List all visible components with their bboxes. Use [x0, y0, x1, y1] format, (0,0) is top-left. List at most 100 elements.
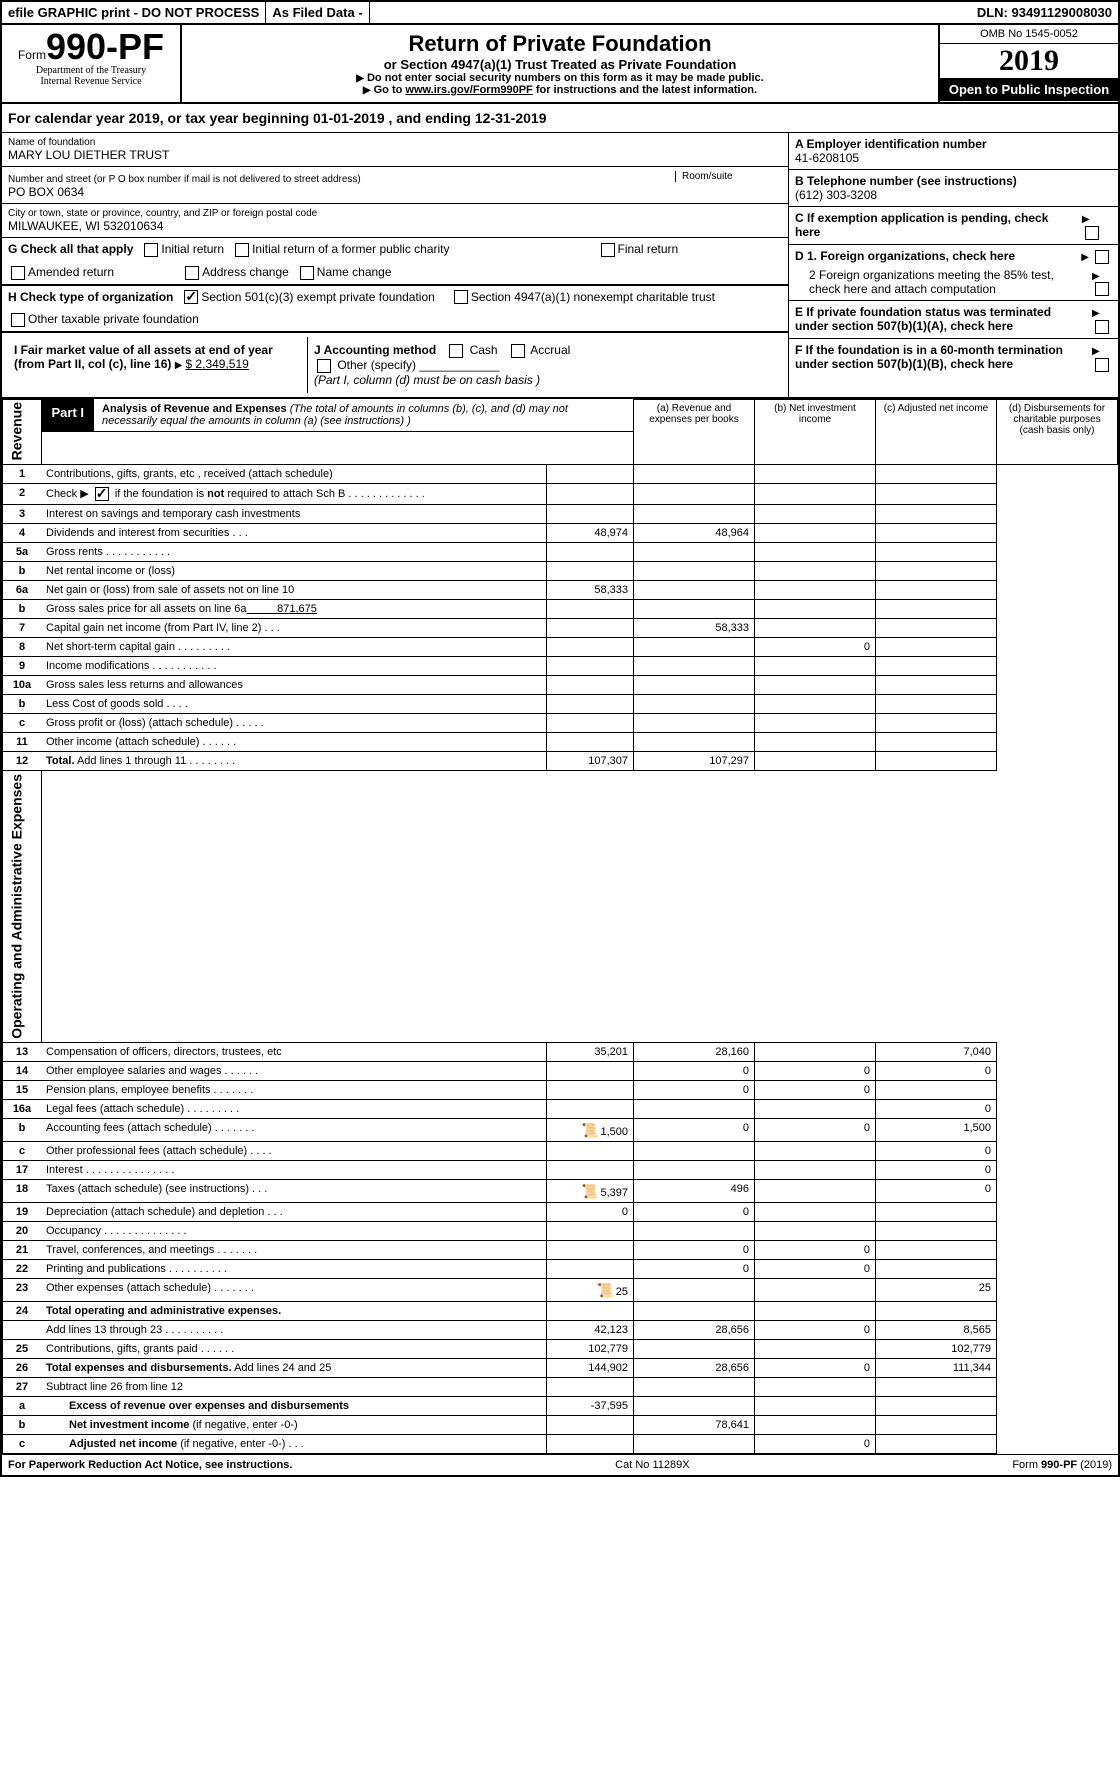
col-a-value: 📜 1,500 — [546, 1119, 633, 1142]
table-row: 10a Gross sales less returns and allowan… — [3, 676, 1118, 695]
line-description: Accounting fees (attach schedule) . . . … — [41, 1119, 546, 1142]
table-row: 26 Total expenses and disbursements. Add… — [3, 1359, 1118, 1378]
col-d-value: 102,779 — [876, 1340, 997, 1359]
line-description: Depreciation (attach schedule) and deple… — [41, 1203, 546, 1222]
line-number: 3 — [3, 505, 42, 524]
checkbox-cash[interactable] — [449, 344, 463, 358]
phone-value: (612) 303-3208 — [795, 188, 1112, 202]
checkbox-f[interactable] — [1095, 358, 1109, 372]
col-a-value — [546, 1260, 633, 1279]
checkbox-501c3[interactable] — [184, 290, 198, 304]
main-title: Return of Private Foundation — [188, 31, 932, 57]
line-number: b — [3, 695, 42, 714]
part1-title: Analysis of Revenue and Expenses — [102, 403, 287, 415]
col-d-value: 8,565 — [876, 1321, 997, 1340]
arrow-icon — [1092, 345, 1103, 357]
table-row: b Accounting fees (attach schedule) . . … — [3, 1119, 1118, 1142]
checkbox-name[interactable] — [300, 266, 314, 280]
table-row: b Less Cost of goods sold . . . . — [3, 695, 1118, 714]
col-c-value — [755, 505, 876, 524]
col-a-value: 48,974 — [546, 524, 633, 543]
col-a-value — [546, 543, 633, 562]
col-d-value — [876, 600, 997, 619]
footer: For Paperwork Reduction Act Notice, see … — [2, 1454, 1118, 1475]
line-number: c — [3, 714, 42, 733]
col-a-value: 0 — [546, 1203, 633, 1222]
col-b-value — [634, 638, 755, 657]
col-c-value — [755, 1378, 876, 1397]
col-b-value: 78,641 — [634, 1416, 755, 1435]
checkbox-e[interactable] — [1095, 320, 1109, 334]
col-c-value — [755, 1142, 876, 1161]
col-c-value — [755, 581, 876, 600]
table-row: 4 Dividends and interest from securities… — [3, 524, 1118, 543]
attachment-icon[interactable]: 📜 — [597, 1282, 613, 1296]
checkbox-d2[interactable] — [1095, 282, 1109, 296]
checkbox-d1[interactable] — [1095, 250, 1109, 264]
checkbox-amended[interactable] — [11, 266, 25, 280]
table-row: b Net rental income or (loss) — [3, 562, 1118, 581]
col-c-value — [755, 1203, 876, 1222]
col-d-header: (d) Disbursements for charitable purpose… — [997, 399, 1118, 464]
col-d-value: 25 — [876, 1279, 997, 1302]
col-b-value — [634, 1302, 755, 1321]
arrow-icon — [175, 357, 186, 371]
col-b-value — [634, 695, 755, 714]
year-box: OMB No 1545-0052 2019 Open to Public Ins… — [938, 25, 1118, 102]
checkbox-initial[interactable] — [144, 243, 158, 257]
attachment-icon[interactable]: 📜 — [581, 1183, 597, 1197]
col-d-value — [876, 1222, 997, 1241]
col-c-value — [755, 1180, 876, 1203]
opt-501c3: Section 501(c)(3) exempt private foundat… — [201, 290, 434, 304]
col-b-value — [634, 1222, 755, 1241]
line-description: Occupancy . . . . . . . . . . . . . . — [41, 1222, 546, 1241]
checkbox-initial-former[interactable] — [235, 243, 249, 257]
checkbox-accrual[interactable] — [511, 344, 525, 358]
table-row: c Gross profit or (loss) (attach schedul… — [3, 714, 1118, 733]
arrow-icon — [1081, 251, 1092, 263]
attachment-icon[interactable]: 📜 — [581, 1122, 597, 1136]
checkbox-c[interactable] — [1085, 226, 1099, 240]
opt-final: Final return — [618, 242, 679, 256]
line-number: 24 — [3, 1302, 42, 1321]
section-g: G Check all that apply Initial return In… — [2, 238, 788, 285]
irs-link[interactable]: www.irs.gov/Form990PF — [405, 84, 532, 96]
col-c-value — [755, 1043, 876, 1062]
instruct-2-prefix: Go to — [374, 84, 406, 96]
opt-amended: Amended return — [28, 265, 114, 279]
checkbox-4947[interactable] — [454, 290, 468, 304]
table-row: 14 Other employee salaries and wages . .… — [3, 1062, 1118, 1081]
table-row: 22 Printing and publications . . . . . .… — [3, 1260, 1118, 1279]
open-public-badge: Open to Public Inspection — [940, 78, 1118, 101]
checkbox-final[interactable] — [601, 243, 615, 257]
top-bar: efile GRAPHIC print - DO NOT PROCESS As … — [2, 2, 1118, 25]
line-description: Contributions, gifts, grants paid . . . … — [41, 1340, 546, 1359]
col-a-value — [546, 600, 633, 619]
col-a-value: -37,595 — [546, 1397, 633, 1416]
table-row: 20 Occupancy . . . . . . . . . . . . . . — [3, 1222, 1118, 1241]
opt-address: Address change — [202, 265, 289, 279]
col-a-value — [546, 1100, 633, 1119]
foundation-name: MARY LOU DIETHER TRUST — [8, 148, 782, 162]
line-description: Other employee salaries and wages . . . … — [41, 1062, 546, 1081]
j-cash: Cash — [470, 343, 498, 357]
line-number: a — [3, 1397, 42, 1416]
info-grid: Name of foundation MARY LOU DIETHER TRUS… — [2, 133, 1118, 399]
col-d-value — [876, 638, 997, 657]
checkbox-address[interactable] — [185, 266, 199, 280]
line-description: Pension plans, employee benefits . . . .… — [41, 1081, 546, 1100]
line-description: Other income (attach schedule) . . . . .… — [41, 733, 546, 752]
part1-label: Part I — [42, 399, 95, 431]
col-a-value — [546, 657, 633, 676]
col-c-value: 0 — [755, 1119, 876, 1142]
col-c-value — [755, 752, 876, 771]
col-b-value: 48,964 — [634, 524, 755, 543]
dln-label: DLN: 93491129008030 — [971, 2, 1118, 23]
line-description: Travel, conferences, and meetings . . . … — [41, 1241, 546, 1260]
checkbox-other-method[interactable] — [317, 359, 331, 373]
room-label: Room/suite — [675, 171, 782, 182]
checkbox-other-tax[interactable] — [11, 313, 25, 327]
table-row: Add lines 13 through 23 . . . . . . . . … — [3, 1321, 1118, 1340]
col-d-value — [876, 1081, 997, 1100]
d2-label: 2 Foreign organizations meeting the 85% … — [795, 268, 1082, 296]
